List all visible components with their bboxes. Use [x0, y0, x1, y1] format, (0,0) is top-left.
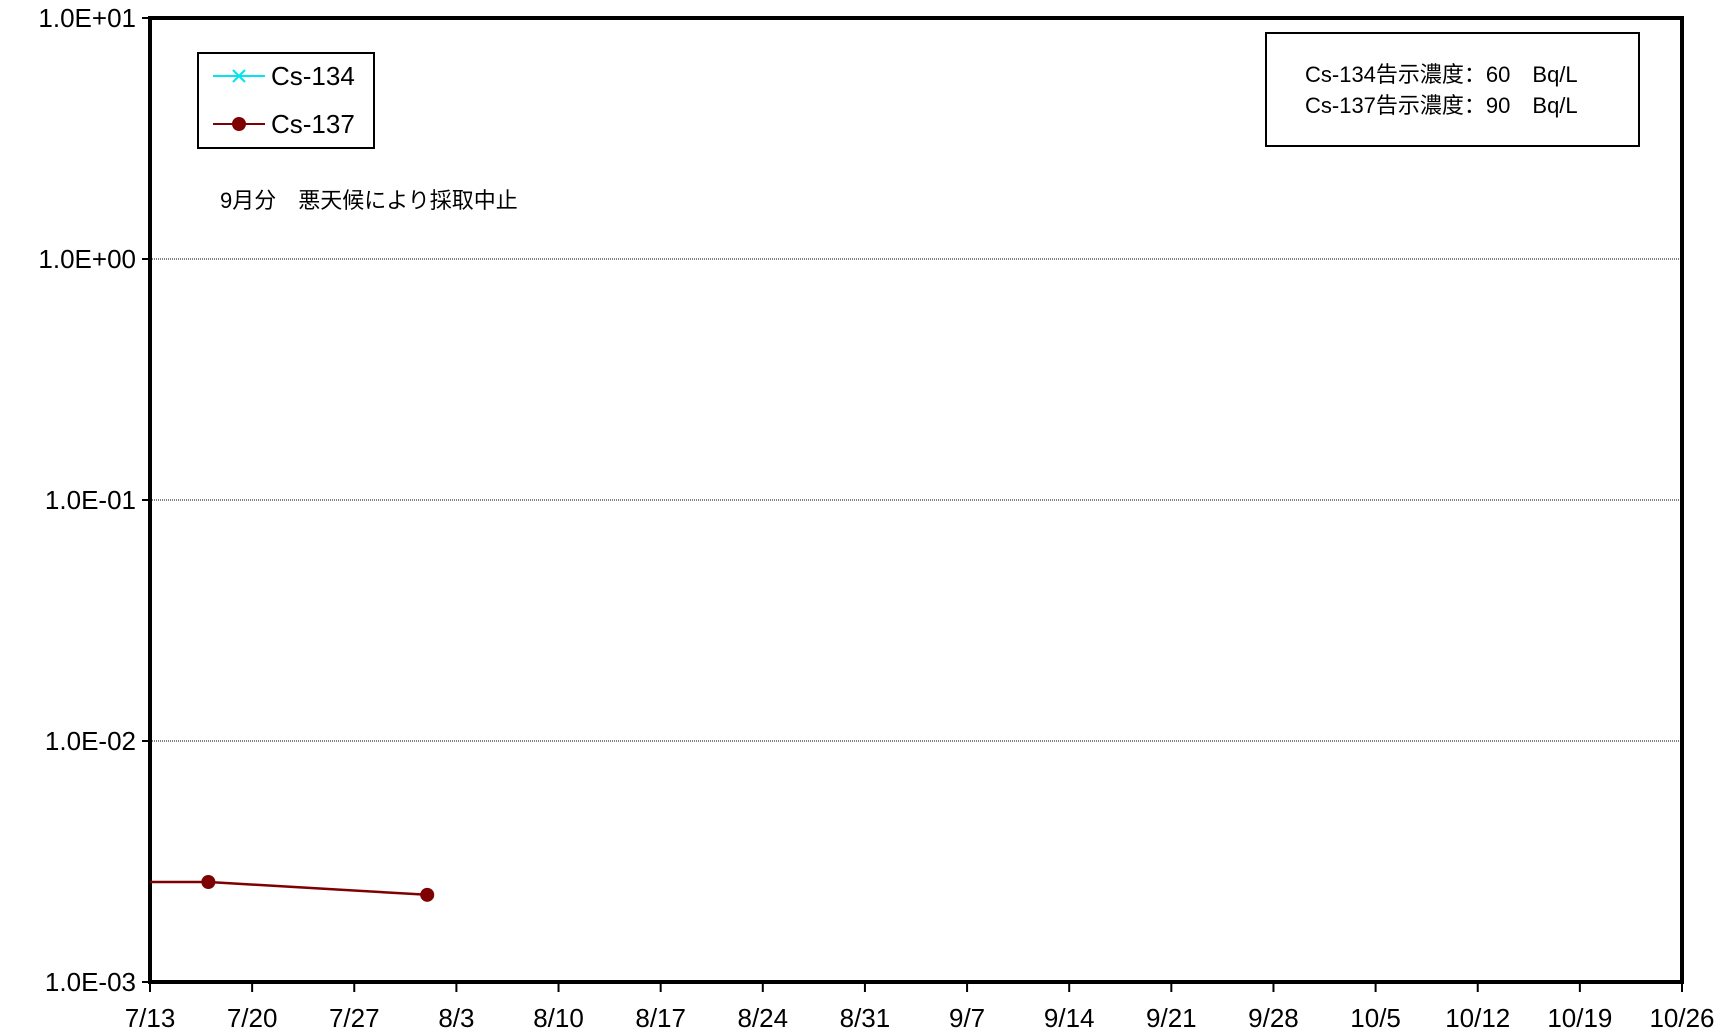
- legend-item-cs134: Cs-134: [213, 61, 355, 91]
- legend-label-cs137: Cs-137: [271, 109, 355, 139]
- limit-text-cs137: Cs-137告示濃度：90 Bq/L: [1305, 93, 1578, 118]
- x-tick-label: 10/26: [1649, 1003, 1714, 1033]
- x-tick-label: 9/7: [949, 1003, 985, 1033]
- x-tick-label: 7/27: [329, 1003, 380, 1033]
- legend-box: [197, 52, 375, 149]
- data-point: [201, 874, 216, 889]
- x-tick-label: 8/3: [438, 1003, 474, 1033]
- note-annotation: 9月分 悪天候により採取中止: [220, 188, 518, 213]
- x-tick-label: 9/21: [1146, 1003, 1197, 1033]
- x-tick-label: 8/24: [737, 1003, 788, 1033]
- y-tick-label: 1.0E-01: [45, 485, 136, 515]
- y-tick-label: 1.0E+00: [38, 244, 136, 274]
- x-tick-label: 10/5: [1350, 1003, 1401, 1033]
- limit-annotation: Cs-134告示濃度：60 Bq/L Cs-137告示濃度：90 Bq/L: [1265, 32, 1640, 147]
- y-axis: 1.0E+01 1.0E+00 1.0E-01 1.0E-02 1.0E-03: [38, 3, 150, 997]
- grid-lines: [150, 258, 1682, 742]
- limit-box: [1265, 32, 1640, 147]
- x-tick-label: 10/12: [1445, 1003, 1510, 1033]
- series-layer: [150, 874, 435, 902]
- x-tick-label: 8/31: [840, 1003, 891, 1033]
- data-point: [420, 887, 435, 902]
- x-tick-label: 7/20: [227, 1003, 278, 1033]
- x-tick-label: 9/14: [1044, 1003, 1095, 1033]
- y-tick-label: 1.0E+01: [38, 3, 136, 33]
- x-tick-label: 10/19: [1547, 1003, 1612, 1033]
- limit-text-cs134: Cs-134告示濃度：60 Bq/L: [1305, 62, 1578, 87]
- y-tick-label: 1.0E-03: [45, 967, 136, 997]
- legend-item-cs137: Cs-137: [213, 109, 355, 139]
- x-tick-label: 7/13: [125, 1003, 176, 1033]
- x-tick-label: 9/28: [1248, 1003, 1299, 1033]
- y-tick-label: 1.0E-02: [45, 726, 136, 756]
- legend-x-marker-icon: [232, 69, 246, 83]
- legend: Cs-134 Cs-137: [197, 52, 375, 149]
- x-tick-label: 8/10: [533, 1003, 584, 1033]
- x-axis: 7/13 7/20 7/27 8/3 8/10 8/17 8/24 8/31 9/7 9/14 9/…: [125, 982, 1715, 1033]
- legend-circle-marker-icon: [232, 117, 246, 131]
- x-tick-label: 8/17: [635, 1003, 686, 1033]
- legend-label-cs134: Cs-134: [271, 61, 355, 91]
- series-line-1: [150, 880, 428, 897]
